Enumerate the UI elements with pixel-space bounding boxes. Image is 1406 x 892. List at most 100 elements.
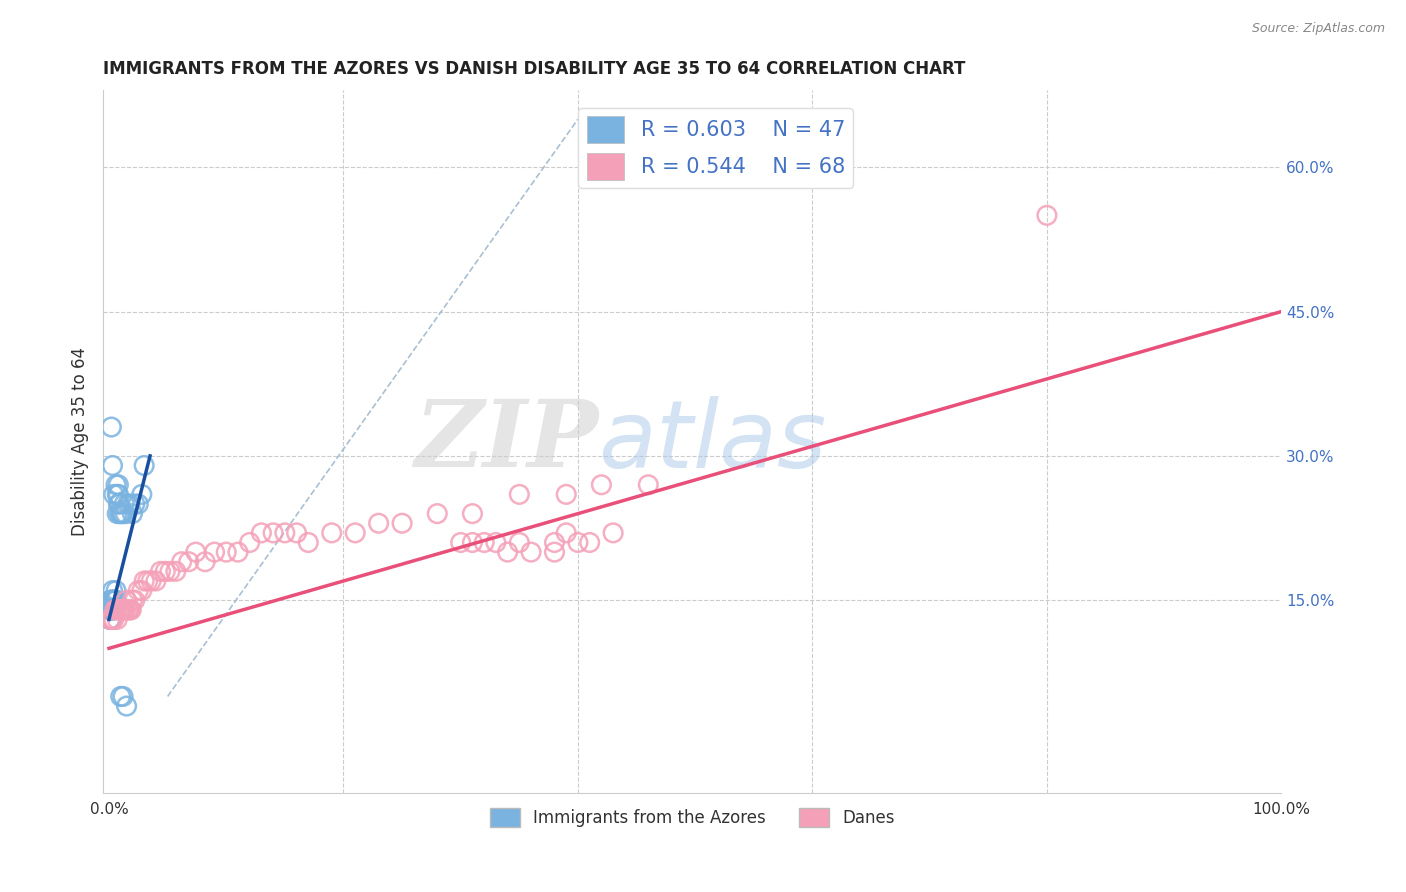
- Point: [543, 545, 565, 559]
- Point: [131, 583, 153, 598]
- Point: [134, 458, 156, 473]
- Point: [127, 497, 149, 511]
- Point: [105, 603, 128, 617]
- Point: [543, 535, 565, 549]
- Point: [100, 612, 122, 626]
- Point: [100, 420, 122, 434]
- Point: [114, 507, 136, 521]
- Point: [103, 593, 125, 607]
- Point: [104, 603, 127, 617]
- Point: [149, 565, 172, 579]
- Point: [170, 555, 193, 569]
- Point: [105, 593, 128, 607]
- Point: [100, 603, 122, 617]
- Point: [159, 565, 181, 579]
- Point: [107, 603, 129, 617]
- Point: [262, 525, 284, 540]
- Point: [111, 603, 134, 617]
- Point: [118, 603, 141, 617]
- Point: [141, 574, 163, 588]
- Point: [112, 507, 135, 521]
- Point: [105, 507, 128, 521]
- Point: [165, 565, 187, 579]
- Point: [115, 699, 138, 714]
- Point: [136, 574, 159, 588]
- Point: [105, 487, 128, 501]
- Point: [367, 516, 389, 531]
- Point: [108, 507, 131, 521]
- Point: [114, 603, 136, 617]
- Point: [121, 593, 143, 607]
- Point: [107, 497, 129, 511]
- Point: [112, 497, 135, 511]
- Point: [250, 525, 273, 540]
- Point: [120, 497, 142, 511]
- Point: [567, 535, 589, 549]
- Point: [124, 593, 146, 607]
- Point: [101, 603, 124, 617]
- Point: [591, 477, 613, 491]
- Point: [108, 497, 131, 511]
- Point: [461, 507, 484, 521]
- Point: [103, 612, 125, 626]
- Point: [100, 593, 122, 607]
- Point: [105, 583, 128, 598]
- Point: [104, 593, 127, 607]
- Point: [450, 535, 472, 549]
- Point: [120, 603, 142, 617]
- Point: [101, 612, 124, 626]
- Point: [127, 583, 149, 598]
- Point: [508, 487, 530, 501]
- Point: [110, 603, 132, 617]
- Legend: Immigrants from the Azores, Danes: Immigrants from the Azores, Danes: [484, 801, 901, 833]
- Point: [111, 507, 134, 521]
- Point: [103, 487, 125, 501]
- Point: [321, 525, 343, 540]
- Point: [134, 574, 156, 588]
- Point: [285, 525, 308, 540]
- Point: [274, 525, 297, 540]
- Point: [110, 507, 132, 521]
- Point: [117, 497, 139, 511]
- Point: [107, 487, 129, 501]
- Text: IMMIGRANTS FROM THE AZORES VS DANISH DISABILITY AGE 35 TO 64 CORRELATION CHART: IMMIGRANTS FROM THE AZORES VS DANISH DIS…: [103, 60, 966, 78]
- Point: [472, 535, 495, 549]
- Point: [391, 516, 413, 531]
- Point: [184, 545, 207, 559]
- Point: [98, 612, 121, 626]
- Point: [508, 535, 530, 549]
- Text: Source: ZipAtlas.com: Source: ZipAtlas.com: [1251, 22, 1385, 36]
- Point: [112, 690, 135, 704]
- Point: [100, 612, 122, 626]
- Point: [194, 555, 217, 569]
- Point: [105, 612, 128, 626]
- Point: [496, 545, 519, 559]
- Point: [1036, 208, 1059, 222]
- Point: [426, 507, 449, 521]
- Point: [124, 497, 146, 511]
- Point: [204, 545, 226, 559]
- Point: [485, 535, 508, 549]
- Point: [105, 477, 128, 491]
- Point: [108, 603, 131, 617]
- Point: [297, 535, 319, 549]
- Point: [555, 487, 578, 501]
- Point: [637, 477, 659, 491]
- Point: [101, 603, 124, 617]
- Point: [239, 535, 262, 549]
- Point: [602, 525, 624, 540]
- Point: [177, 555, 200, 569]
- Point: [100, 593, 122, 607]
- Point: [110, 690, 132, 704]
- Point: [98, 603, 121, 617]
- Point: [461, 535, 484, 549]
- Point: [98, 612, 121, 626]
- Text: atlas: atlas: [598, 396, 827, 487]
- Point: [121, 507, 143, 521]
- Point: [112, 603, 135, 617]
- Point: [555, 525, 578, 540]
- Point: [98, 612, 121, 626]
- Point: [131, 487, 153, 501]
- Point: [101, 583, 124, 598]
- Point: [112, 603, 135, 617]
